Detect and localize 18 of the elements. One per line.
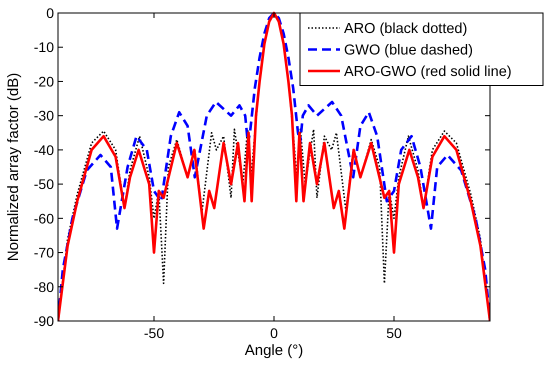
y-tick-label: -20 bbox=[34, 73, 54, 90]
y-tick-label: -30 bbox=[34, 108, 54, 124]
legend-label: GWO (blue dashed) bbox=[344, 42, 473, 58]
y-tick-label: -10 bbox=[34, 39, 54, 56]
x-tick-label: -50 bbox=[144, 325, 164, 341]
y-tick-label: -40 bbox=[34, 142, 54, 158]
y-axis-title: Normalized array factor (dB) bbox=[5, 72, 22, 262]
y-tick-label: -60 bbox=[34, 210, 54, 226]
legend-label: ARO-GWO (red solid line) bbox=[344, 64, 512, 80]
y-tick-label: -90 bbox=[34, 313, 54, 329]
y-tick-label: -70 bbox=[34, 244, 54, 261]
y-tick-label: 0 bbox=[46, 5, 54, 21]
legend-label: ARO (black dotted) bbox=[344, 21, 468, 37]
y-tick-label: -80 bbox=[34, 278, 54, 295]
x-axis-title: Angle (°) bbox=[244, 342, 304, 359]
y-tick-label: -50 bbox=[34, 176, 54, 192]
x-tick-label: 0 bbox=[270, 325, 278, 341]
x-tick-label: 50 bbox=[386, 325, 402, 341]
